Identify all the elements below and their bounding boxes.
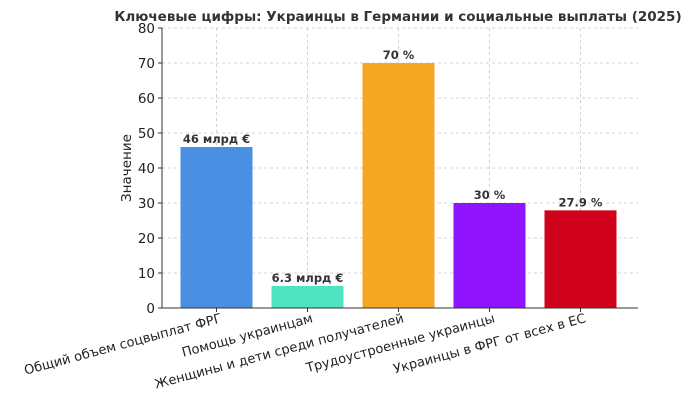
bar-value-label: 6.3 млрд € — [272, 271, 344, 285]
y-tick-label: 50 — [138, 126, 155, 142]
y-axis-label: Значение — [119, 134, 135, 202]
y-tick-label: 0 — [146, 301, 155, 317]
y-tick-label: 70 — [138, 56, 155, 72]
bar — [453, 203, 526, 308]
bars — [180, 63, 617, 308]
bar — [271, 285, 344, 308]
data-labels: 46 млрд € 6.3 млрд € 70 % 30 % 27.9 % — [183, 48, 603, 285]
bar — [362, 63, 435, 308]
bar-value-label: 70 % — [383, 48, 415, 62]
y-tick-labels: 0 10 20 30 40 50 60 70 80 — [138, 21, 162, 317]
bar — [180, 147, 253, 308]
y-tick-label: 30 — [138, 196, 155, 212]
chart-title: Ключевые цифры: Украинцы в Германии и со… — [114, 9, 681, 25]
y-tick-label: 80 — [138, 21, 155, 37]
bar-value-label: 27.9 % — [559, 195, 603, 209]
y-tick-label: 40 — [138, 161, 155, 177]
bar-value-label: 30 % — [474, 188, 506, 202]
y-tick-label: 20 — [138, 231, 155, 247]
bar-value-label: 46 млрд € — [183, 132, 250, 146]
y-tick-label: 10 — [138, 266, 155, 282]
bar — [544, 210, 617, 308]
y-tick-label: 60 — [138, 91, 155, 107]
